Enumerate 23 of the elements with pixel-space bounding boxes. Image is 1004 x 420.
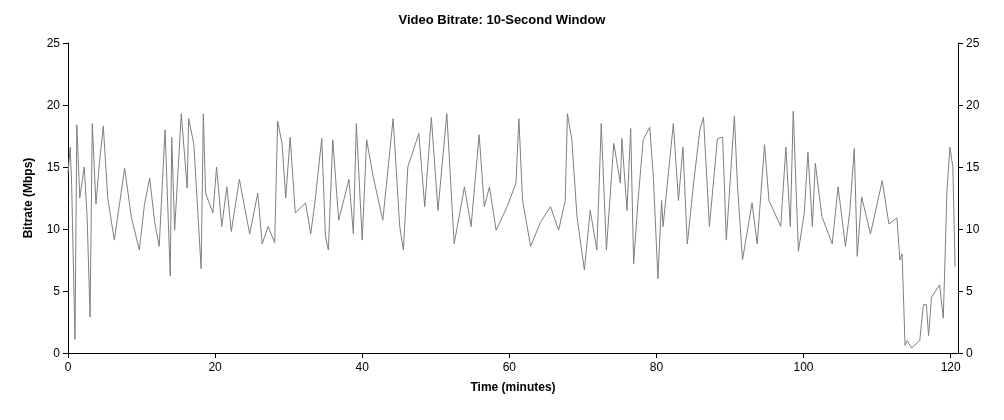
y2-tick-label: 15 — [966, 160, 980, 174]
y2-tick-label: 10 — [966, 222, 980, 236]
x-tick-label: 120 — [940, 360, 961, 374]
y-axis-title: Bitrate (Mbps) — [21, 157, 35, 239]
y-tick-label: 5 — [53, 284, 61, 298]
x-tick-label: 0 — [64, 360, 72, 374]
y-tick-label: 10 — [46, 222, 61, 236]
chart-title: Video Bitrate: 10-Second Window — [398, 12, 607, 27]
x-tick-label: 60 — [502, 360, 517, 374]
x-tick-label: 40 — [355, 360, 370, 374]
line-series — [67, 110, 956, 349]
x-tick-label: 100 — [793, 360, 814, 374]
y-tick-label: 0 — [53, 346, 61, 360]
y-tick-label: 25 — [46, 36, 61, 50]
y-tick-label: 20 — [46, 98, 61, 112]
x-axis-title: Time (minutes) — [470, 380, 556, 394]
y2-tick-label: 25 — [966, 36, 980, 50]
y2-tick-label: 0 — [966, 346, 973, 360]
y-tick-label: 15 — [46, 160, 61, 174]
x-tick-label: 20 — [208, 360, 223, 374]
x-tick-label: 80 — [649, 360, 664, 374]
y2-tick-label: 20 — [966, 98, 980, 112]
y2-tick-label: 5 — [966, 284, 973, 298]
